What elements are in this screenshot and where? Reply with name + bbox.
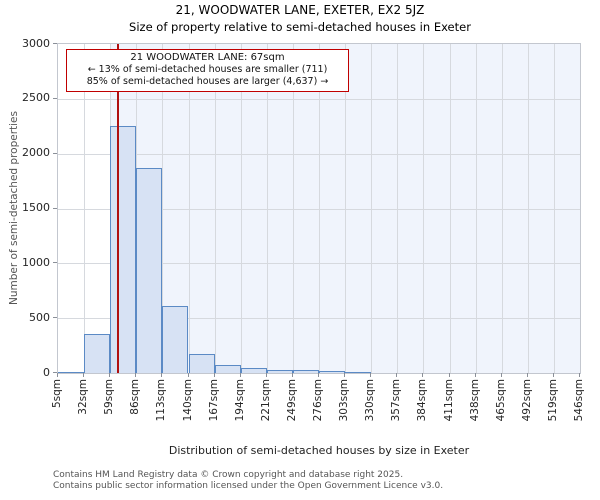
- y-tick-mark: [53, 317, 57, 319]
- x-tick-label: 32sqm: [77, 379, 90, 415]
- annotation-box: 21 WOODWATER LANE: 67sqm ← 13% of semi-d…: [66, 49, 349, 92]
- grid-line-horizontal: [58, 318, 580, 320]
- y-tick-mark: [53, 207, 57, 209]
- y-tick-label: 0: [43, 365, 50, 379]
- x-tick-mark: [265, 373, 267, 377]
- histogram-bar: [266, 369, 293, 373]
- histogram-bar: [240, 368, 267, 373]
- x-tick-label: 5sqm: [51, 379, 63, 409]
- y-tick-label: 2000: [22, 146, 50, 160]
- x-tick-mark: [370, 373, 372, 377]
- histogram-bar: [110, 126, 137, 373]
- x-tick-mark: [109, 373, 111, 377]
- property-size-marker-line: [116, 44, 119, 373]
- y-tick-label: 2500: [22, 91, 50, 105]
- x-tick-label: 519sqm: [546, 379, 559, 422]
- annotation-property-size: 21 WOODWATER LANE: 67sqm: [130, 52, 285, 63]
- footer-attribution-line-2: Contains public sector information licen…: [53, 481, 444, 491]
- histogram-bar: [136, 167, 163, 373]
- x-tick-label: 411sqm: [442, 379, 455, 422]
- x-tick-label: 167sqm: [207, 379, 220, 422]
- x-tick-mark: [291, 373, 293, 377]
- x-tick-mark: [526, 373, 528, 377]
- chart-title: 21, WOODWATER LANE, EXETER, EX2 5JZ: [175, 3, 425, 17]
- annotation-larger-pct: 85% of semi-detached houses are larger (…: [86, 76, 329, 87]
- footer-attribution-line-1: Contains HM Land Registry data © Crown c…: [53, 470, 404, 480]
- y-tick-mark: [53, 262, 57, 264]
- x-tick-label: 249sqm: [285, 379, 298, 422]
- y-tick-label: 1500: [22, 201, 50, 214]
- y-tick-mark: [53, 43, 57, 44]
- x-tick-mark: [239, 373, 241, 377]
- x-tick-mark: [474, 373, 476, 377]
- grid-line-horizontal: [58, 263, 580, 265]
- x-tick-mark: [579, 373, 580, 377]
- histogram-bar: [162, 306, 189, 373]
- x-tick-label: 438sqm: [468, 379, 481, 422]
- x-tick-mark: [318, 373, 319, 377]
- y-tick-label: 1000: [22, 255, 50, 269]
- grid-line-horizontal: [58, 153, 580, 155]
- histogram-bar: [58, 371, 85, 373]
- x-tick-mark: [396, 373, 398, 377]
- x-tick-mark: [213, 373, 215, 377]
- x-tick-mark: [187, 373, 189, 377]
- grid-line-horizontal: [58, 208, 580, 210]
- histogram-bar: [214, 365, 241, 373]
- x-tick-label: 303sqm: [338, 379, 351, 422]
- chart-subtitle: Size of property relative to semi-detach…: [129, 20, 471, 34]
- plot-area: [57, 43, 581, 374]
- y-tick-label: 3000: [22, 36, 50, 50]
- x-tick-label: 140sqm: [181, 379, 194, 422]
- x-tick-mark: [552, 373, 554, 377]
- x-tick-mark: [422, 373, 424, 377]
- y-tick-mark: [53, 372, 57, 373]
- x-tick-mark: [57, 373, 58, 377]
- x-axis-title: Distribution of semi-detached houses by …: [168, 444, 470, 457]
- grid-line-horizontal: [58, 98, 580, 100]
- x-tick-label: 546sqm: [573, 379, 585, 422]
- x-tick-mark: [344, 373, 346, 377]
- x-tick-label: 330sqm: [364, 379, 377, 422]
- x-tick-label: 113sqm: [155, 379, 168, 422]
- histogram-bar: [292, 370, 319, 373]
- x-tick-label: 221sqm: [259, 379, 272, 422]
- x-tick-label: 357sqm: [390, 379, 403, 422]
- x-tick-label: 465sqm: [494, 379, 507, 422]
- x-tick-mark: [161, 373, 163, 377]
- x-tick-label: 194sqm: [233, 379, 246, 422]
- x-tick-label: 384sqm: [416, 379, 429, 422]
- x-tick-mark: [500, 373, 502, 377]
- x-tick-mark: [135, 373, 137, 377]
- histogram-bar: [345, 371, 372, 373]
- x-tick-mark: [83, 373, 85, 377]
- y-tick-mark: [53, 152, 57, 154]
- x-tick-label: 492sqm: [520, 379, 533, 422]
- y-tick-mark: [53, 97, 57, 99]
- x-tick-label: 86sqm: [129, 379, 142, 415]
- histogram-bar: [84, 334, 111, 373]
- x-tick-label: 59sqm: [103, 379, 116, 415]
- x-tick-label: 276sqm: [312, 379, 324, 422]
- y-tick-label: 500: [29, 310, 50, 324]
- histogram-bar: [188, 353, 215, 373]
- histogram-bar: [319, 371, 346, 373]
- annotation-smaller-pct: ← 13% of semi-detached houses are smalle…: [87, 64, 328, 75]
- x-tick-mark: [448, 373, 450, 377]
